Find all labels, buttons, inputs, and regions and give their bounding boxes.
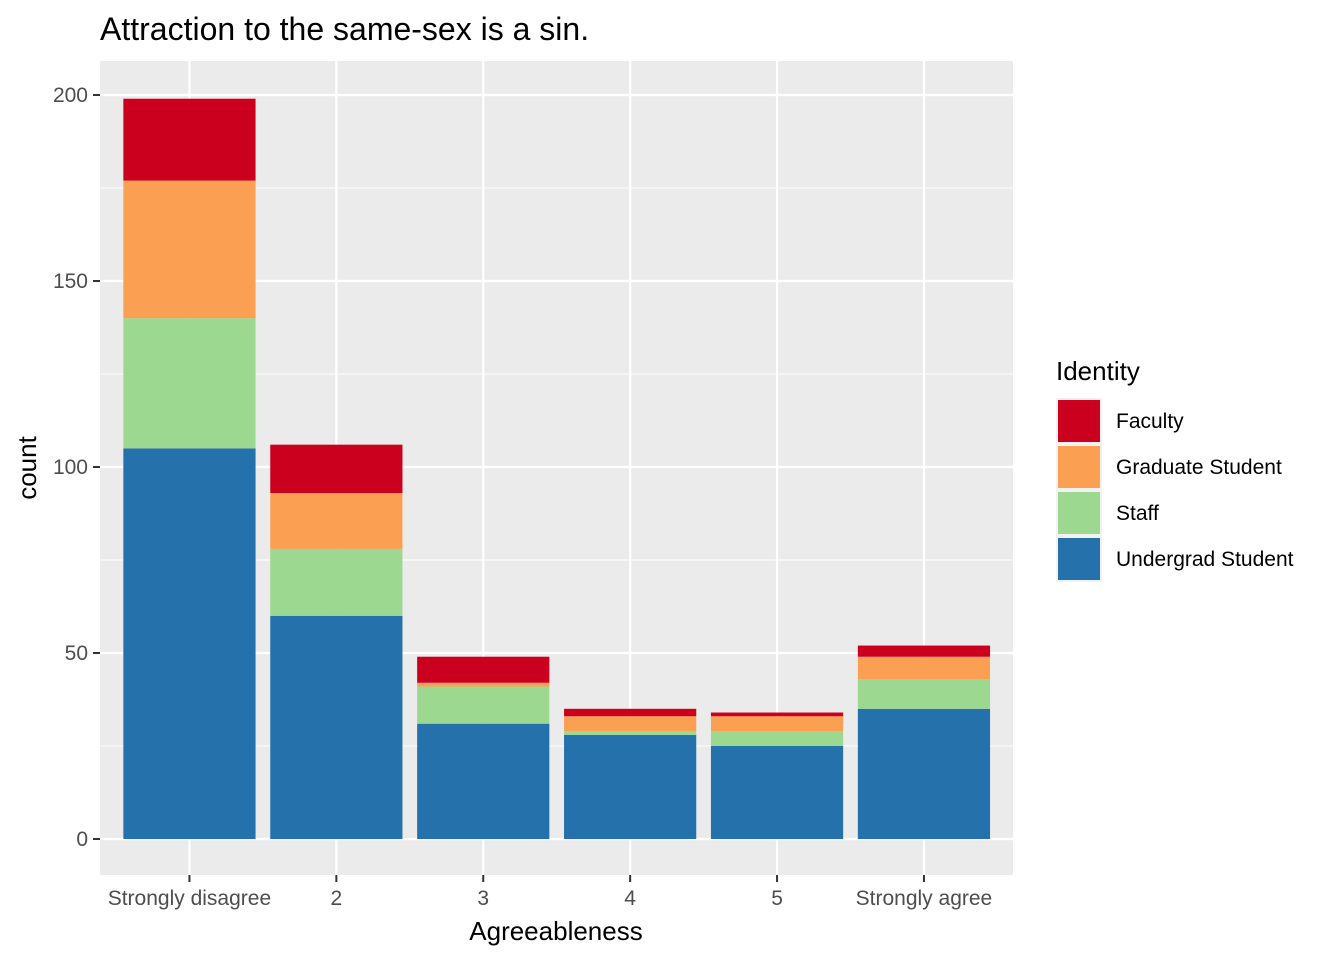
bar-graduate-student: [270, 493, 403, 549]
bar-graduate-student: [417, 682, 550, 687]
legend-label-staff: Staff: [1116, 502, 1159, 525]
legend-swatch-faculty: [1058, 400, 1100, 442]
legend-label-graduate-student: Graduate Student: [1116, 456, 1282, 479]
legend: Identity Faculty Graduate Student Staff Und…: [1056, 356, 1294, 582]
bar-undergrad-student: [123, 448, 256, 839]
bar-graduate-student: [857, 656, 991, 680]
x-axis-title: Agreeableness: [469, 916, 642, 946]
bar-staff: [710, 731, 844, 746]
x-tick-label: 5: [771, 887, 783, 910]
x-tick-label: Strongly disagree: [108, 887, 271, 910]
bar-faculty: [710, 712, 844, 717]
legend-swatch-staff: [1058, 492, 1100, 534]
x-tick-label: Strongly agree: [856, 887, 993, 910]
x-tick-label: 3: [477, 887, 489, 910]
bar-graduate-student: [564, 716, 697, 732]
y-tick-label: 150: [53, 270, 88, 293]
y-tick-label: 100: [53, 456, 88, 479]
bar-faculty: [123, 98, 256, 181]
bar-undergrad-student: [857, 708, 991, 839]
legend-title: Identity: [1056, 356, 1140, 386]
bar-faculty: [564, 708, 697, 717]
y-axis: 0 50 100 150 200: [53, 84, 100, 851]
bar-faculty: [270, 444, 403, 494]
bar-graduate-student: [710, 716, 844, 732]
legend-swatch-undergrad-student: [1058, 538, 1100, 580]
bar-staff: [270, 548, 403, 616]
y-axis-title: count: [12, 435, 42, 499]
y-tick-label: 50: [65, 642, 88, 665]
legend-label-faculty: Faculty: [1116, 410, 1184, 433]
bar-faculty: [857, 645, 991, 657]
bar-staff: [417, 686, 550, 724]
bar-graduate-student: [123, 180, 256, 319]
bar-undergrad-student: [564, 734, 697, 839]
y-tick-label: 200: [53, 84, 88, 107]
bar-staff: [857, 679, 991, 709]
bar-faculty: [417, 656, 550, 683]
bar-undergrad-student: [270, 615, 403, 839]
bar-staff: [123, 318, 256, 449]
x-axis: Strongly disagree 2 3 4 5 Strongly agree: [108, 875, 993, 910]
bars: [123, 98, 991, 839]
legend-label-undergrad-student: Undergrad Student: [1116, 548, 1294, 571]
bar-staff: [564, 731, 697, 735]
bar-undergrad-student: [417, 723, 550, 839]
chart-title: Attraction to the same-sex is a sin.: [100, 11, 589, 47]
x-tick-label: 4: [624, 887, 636, 910]
bar-undergrad-student: [710, 746, 844, 839]
x-tick-label: 2: [331, 887, 343, 910]
legend-swatch-graduate-student: [1058, 446, 1100, 488]
y-tick-label: 0: [76, 828, 88, 851]
